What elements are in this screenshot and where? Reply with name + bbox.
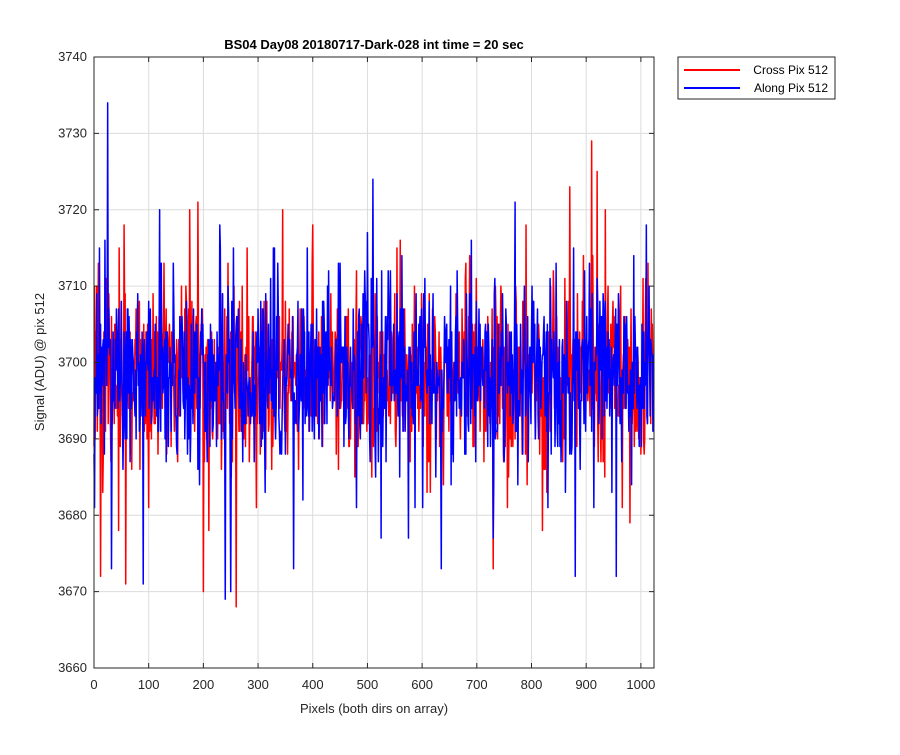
y-axis-ticks: 3660 3670 3680 3690 3700 3710 3720 3730 3740 [58, 49, 654, 675]
x-tick-label: 100 [138, 677, 160, 692]
x-tick-label: 1000 [626, 677, 655, 692]
x-tick-label: 900 [575, 677, 597, 692]
y-tick-label: 3700 [58, 355, 87, 370]
y-tick-label: 3690 [58, 431, 87, 446]
x-tick-label: 600 [411, 677, 433, 692]
y-tick-label: 3720 [58, 202, 87, 217]
x-tick-label: 400 [302, 677, 324, 692]
series-layer [93, 102, 655, 608]
x-axis-label: Pixels (both dirs on array) [300, 701, 448, 716]
x-tick-label: 500 [357, 677, 379, 692]
x-tick-label: 200 [193, 677, 215, 692]
y-tick-label: 3710 [58, 278, 87, 293]
y-tick-label: 3660 [58, 660, 87, 675]
x-axis-ticks: 0 100 200 300 400 500 600 700 800 900 1000 [90, 57, 655, 692]
chart-title: BS04 Day08 20180717-Dark-028 int time = … [224, 37, 524, 52]
legend-label-along: Along Pix 512 [754, 81, 828, 95]
y-tick-label: 3680 [58, 507, 87, 522]
x-tick-label: 700 [466, 677, 488, 692]
x-tick-label: 0 [90, 677, 97, 692]
series-line-1 [93, 102, 655, 601]
y-axis-label: Signal (ADU) @ pix 512 [32, 293, 47, 431]
legend-label-cross: Cross Pix 512 [753, 63, 828, 77]
y-tick-label: 3670 [58, 584, 87, 599]
y-tick-label: 3740 [58, 49, 87, 64]
x-tick-label: 800 [521, 677, 543, 692]
y-tick-label: 3730 [58, 125, 87, 140]
legend-box [677, 56, 836, 100]
legend: Cross Pix 512 Along Pix 512 [677, 56, 836, 100]
x-tick-label: 300 [247, 677, 269, 692]
